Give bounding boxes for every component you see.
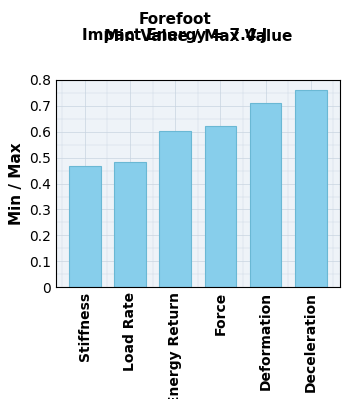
Text: Impact Energy = 7.4 J: Impact Energy = 7.4 J [82, 28, 268, 43]
Bar [204, 126, 236, 287]
Title: Min Value / Max Value: Min Value / Max Value [104, 29, 292, 44]
Bar [159, 131, 191, 287]
Bar [69, 166, 100, 287]
Text: Forefoot: Forefoot [139, 12, 211, 27]
Y-axis label: Min / Max: Min / Max [9, 142, 23, 225]
Bar [250, 103, 281, 287]
Bar [295, 90, 327, 287]
Bar [114, 162, 146, 287]
